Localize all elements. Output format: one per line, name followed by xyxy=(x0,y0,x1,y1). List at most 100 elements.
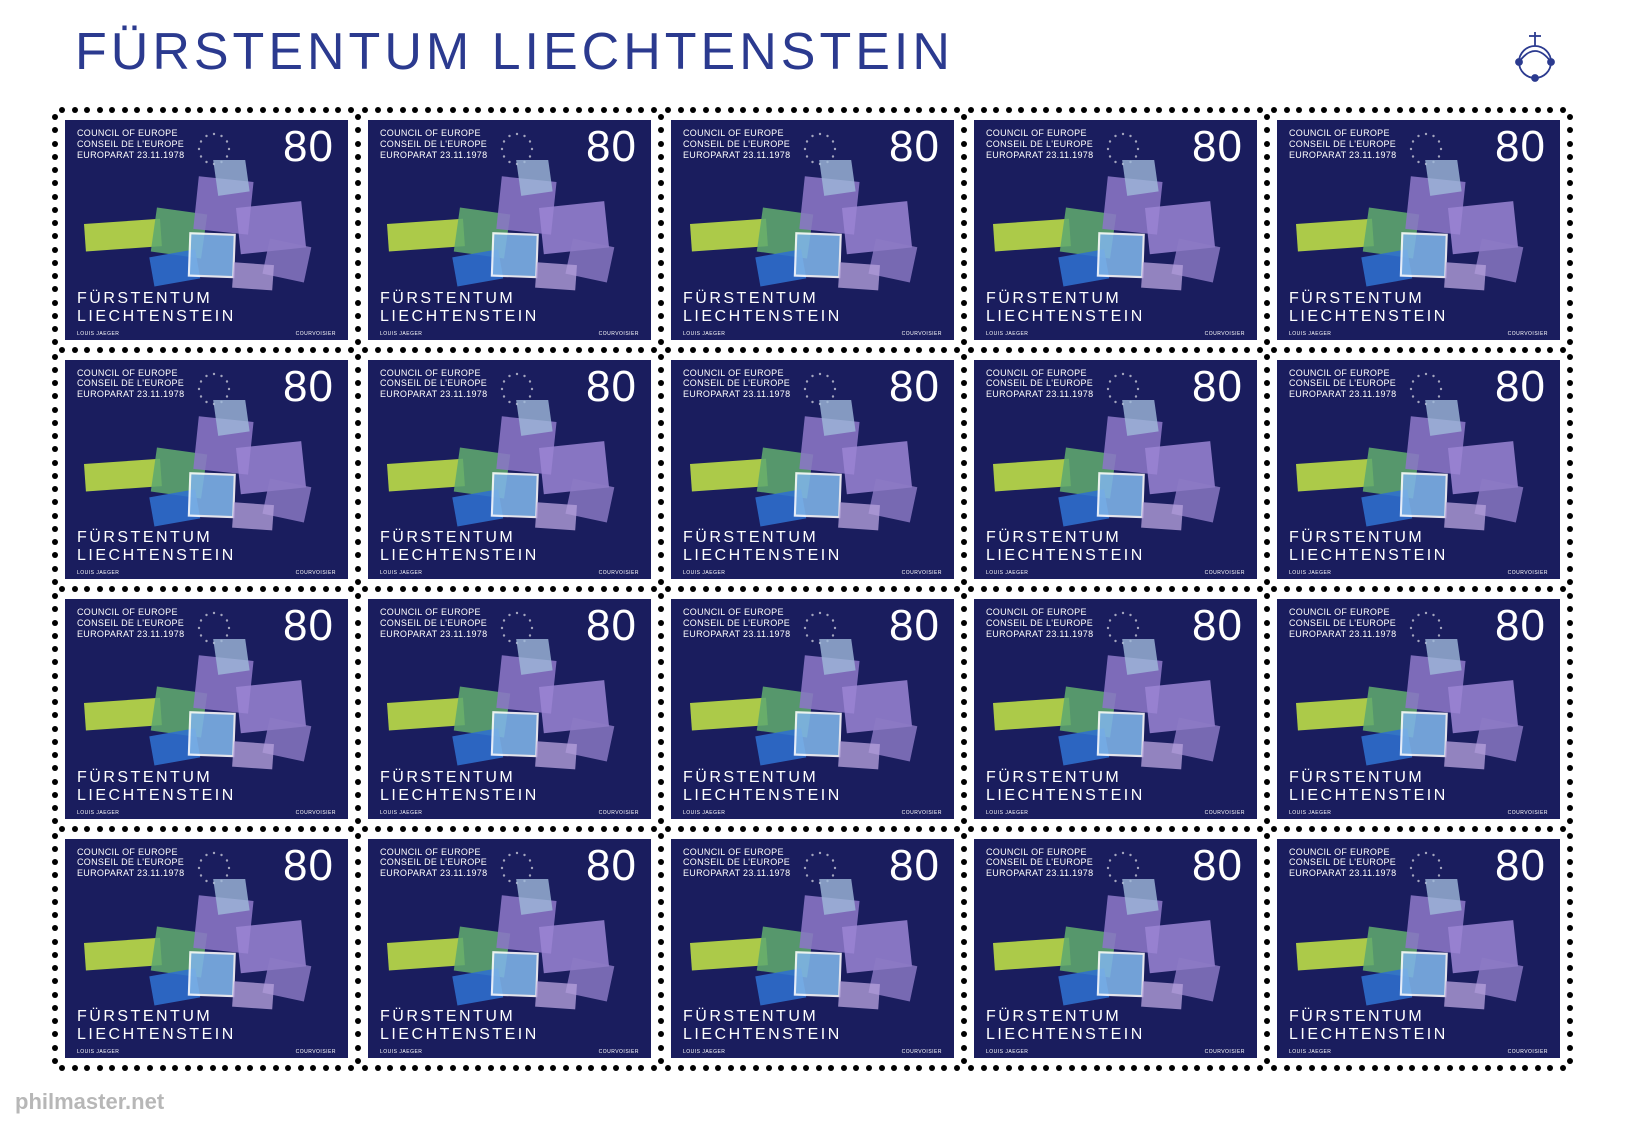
perforation-icon xyxy=(959,589,969,829)
map-art-icon xyxy=(70,400,343,538)
perforation-icon xyxy=(959,350,969,590)
stamp-country: FÜRSTENTUM LIECHTENSTEIN xyxy=(1289,1008,1548,1044)
map-art-icon xyxy=(1282,879,1555,1017)
stamp-country: FÜRSTENTUM LIECHTENSTEIN xyxy=(77,290,336,326)
stamp-cell: COUNCIL OF EUROPECONSEIL DE L'EUROPEEURO… xyxy=(358,589,661,829)
perforation-icon xyxy=(1565,589,1575,829)
stamp-printer: COURVOISIER xyxy=(296,1049,336,1055)
stamp-cell: COUNCIL OF EUROPECONSEIL DE L'EUROPEEURO… xyxy=(55,110,358,350)
stamp-country: FÜRSTENTUM LIECHTENSTEIN xyxy=(380,529,639,565)
stamp-country: FÜRSTENTUM LIECHTENSTEIN xyxy=(77,529,336,565)
stamp-printer: COURVOISIER xyxy=(1205,570,1245,576)
stamp-issue-text: COUNCIL OF EUROPECONSEIL DE L'EUROPEEURO… xyxy=(1289,128,1396,160)
map-art-icon xyxy=(676,160,949,298)
stamp-cell: COUNCIL OF EUROPECONSEIL DE L'EUROPEEURO… xyxy=(661,110,964,350)
stamp-printer: COURVOISIER xyxy=(1205,1049,1245,1055)
stamp-printer: COURVOISIER xyxy=(902,810,942,816)
map-art-icon xyxy=(1282,639,1555,777)
stamp-issue-text: COUNCIL OF EUROPECONSEIL DE L'EUROPEEURO… xyxy=(986,607,1093,639)
perforation-icon xyxy=(959,829,969,1069)
stamp-issue-text: COUNCIL OF EUROPECONSEIL DE L'EUROPEEURO… xyxy=(683,607,790,639)
stamp-designer: LOUIS JAEGER xyxy=(77,810,119,816)
perforation-icon xyxy=(50,350,60,590)
stamp-cell: COUNCIL OF EUROPECONSEIL DE L'EUROPEEURO… xyxy=(1267,829,1570,1069)
stamp-printer: COURVOISIER xyxy=(1508,331,1548,337)
stamp-country: FÜRSTENTUM LIECHTENSTEIN xyxy=(986,290,1245,326)
stamp-country: FÜRSTENTUM LIECHTENSTEIN xyxy=(77,1008,336,1044)
stamp-printer: COURVOISIER xyxy=(599,810,639,816)
map-art-icon xyxy=(979,879,1252,1017)
stamp-designer: LOUIS JAEGER xyxy=(986,810,1028,816)
stamp: COUNCIL OF EUROPECONSEIL DE L'EUROPEEURO… xyxy=(974,360,1257,580)
stamp-country: FÜRSTENTUM LIECHTENSTEIN xyxy=(986,769,1245,805)
stamp-printer: COURVOISIER xyxy=(1205,810,1245,816)
stamp-printer: COURVOISIER xyxy=(296,331,336,337)
stamp-designer: LOUIS JAEGER xyxy=(1289,1049,1331,1055)
perforation-icon xyxy=(964,105,1267,115)
stamp-printer: COURVOISIER xyxy=(599,570,639,576)
stamp-cell: COUNCIL OF EUROPECONSEIL DE L'EUROPEEURO… xyxy=(661,829,964,1069)
stamp: COUNCIL OF EUROPECONSEIL DE L'EUROPEEURO… xyxy=(671,360,954,580)
stamp-designer: LOUIS JAEGER xyxy=(1289,570,1331,576)
stamp-issue-text: COUNCIL OF EUROPECONSEIL DE L'EUROPEEURO… xyxy=(986,128,1093,160)
map-art-icon xyxy=(676,400,949,538)
stamp-printer: COURVOISIER xyxy=(902,331,942,337)
perforation-icon xyxy=(353,829,363,1069)
stamp-country: FÜRSTENTUM LIECHTENSTEIN xyxy=(77,769,336,805)
perforation-icon xyxy=(353,350,363,590)
stamp-cell: COUNCIL OF EUROPECONSEIL DE L'EUROPEEURO… xyxy=(661,350,964,590)
stamp-country: FÜRSTENTUM LIECHTENSTEIN xyxy=(683,1008,942,1044)
stamp: COUNCIL OF EUROPECONSEIL DE L'EUROPEEURO… xyxy=(368,839,651,1059)
map-art-icon xyxy=(373,639,646,777)
perforation-icon xyxy=(964,345,1267,355)
perforation-icon xyxy=(358,1063,661,1073)
map-art-icon xyxy=(373,879,646,1017)
crown-icon xyxy=(1505,22,1565,82)
stamp-designer: LOUIS JAEGER xyxy=(77,331,119,337)
stamp: COUNCIL OF EUROPECONSEIL DE L'EUROPEEURO… xyxy=(368,599,651,819)
stamp: COUNCIL OF EUROPECONSEIL DE L'EUROPEEURO… xyxy=(368,360,651,580)
stamp-country: FÜRSTENTUM LIECHTENSTEIN xyxy=(1289,769,1548,805)
perforation-icon xyxy=(656,589,666,829)
stamp-designer: LOUIS JAEGER xyxy=(683,1049,725,1055)
perforation-icon xyxy=(358,345,661,355)
perforation-icon xyxy=(1267,824,1570,834)
stamp-designer: LOUIS JAEGER xyxy=(380,570,422,576)
watermark-text: philmaster.net xyxy=(15,1089,164,1115)
perforation-icon xyxy=(661,824,964,834)
map-art-icon xyxy=(676,639,949,777)
map-art-icon xyxy=(979,639,1252,777)
perforation-icon xyxy=(55,824,358,834)
stamp-country: FÜRSTENTUM LIECHTENSTEIN xyxy=(986,1008,1245,1044)
perforation-icon xyxy=(55,1063,358,1073)
sheet-header: FÜRSTENTUM LIECHTENSTEIN xyxy=(75,22,1565,82)
map-art-icon xyxy=(1282,400,1555,538)
map-art-icon xyxy=(70,160,343,298)
map-art-icon xyxy=(373,160,646,298)
stamp-designer: LOUIS JAEGER xyxy=(683,810,725,816)
perforation-icon xyxy=(964,584,1267,594)
perforation-icon xyxy=(55,345,358,355)
perforation-icon xyxy=(358,824,661,834)
stamp-designer: LOUIS JAEGER xyxy=(1289,810,1331,816)
stamp-issue-text: COUNCIL OF EUROPECONSEIL DE L'EUROPEEURO… xyxy=(986,847,1093,879)
perforation-icon xyxy=(1267,105,1570,115)
stamp-issue-text: COUNCIL OF EUROPECONSEIL DE L'EUROPEEURO… xyxy=(380,368,487,400)
perforation-icon xyxy=(1267,584,1570,594)
stamp-cell: COUNCIL OF EUROPECONSEIL DE L'EUROPEEURO… xyxy=(964,110,1267,350)
perforation-icon xyxy=(50,589,60,829)
stamp-cell: COUNCIL OF EUROPECONSEIL DE L'EUROPEEURO… xyxy=(661,589,964,829)
perforation-icon xyxy=(353,110,363,350)
stamp-issue-text: COUNCIL OF EUROPECONSEIL DE L'EUROPEEURO… xyxy=(77,368,184,400)
perforation-icon xyxy=(1262,829,1272,1069)
map-art-icon xyxy=(70,639,343,777)
stamp-designer: LOUIS JAEGER xyxy=(380,1049,422,1055)
stamp-issue-text: COUNCIL OF EUROPECONSEIL DE L'EUROPEEURO… xyxy=(380,607,487,639)
stamp: COUNCIL OF EUROPECONSEIL DE L'EUROPEEURO… xyxy=(671,839,954,1059)
perforation-icon xyxy=(1565,110,1575,350)
map-art-icon xyxy=(70,879,343,1017)
stamp-country: FÜRSTENTUM LIECHTENSTEIN xyxy=(380,290,639,326)
stamp-country: FÜRSTENTUM LIECHTENSTEIN xyxy=(683,769,942,805)
perforation-icon xyxy=(1565,350,1575,590)
perforation-icon xyxy=(964,1063,1267,1073)
